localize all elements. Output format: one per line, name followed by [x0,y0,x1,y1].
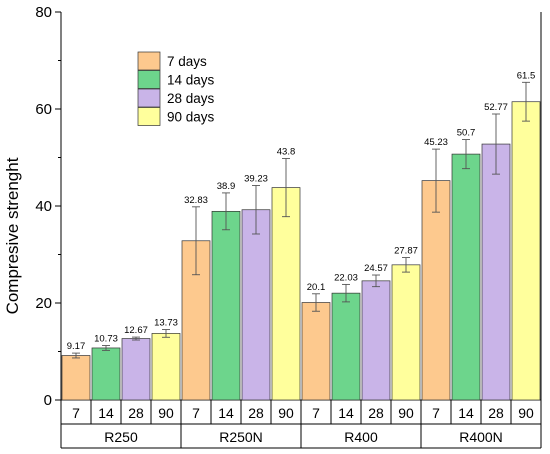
category-label: 14 [98,405,114,421]
bar [451,153,481,401]
bar [91,347,121,401]
bar [391,264,421,401]
bar [271,187,301,401]
legend-entry: 7 days [167,54,207,69]
bar [481,143,511,401]
bar [511,101,541,401]
data-label: 22.03 [334,272,358,283]
bar [421,180,451,401]
group-label: R250 [104,429,138,445]
category-label: 90 [518,405,534,421]
legend-swatch [137,70,161,89]
category-label: 90 [158,405,174,421]
category-label: 14 [458,405,474,421]
group-label: R400 [344,429,378,445]
category-label: 28 [248,405,264,421]
data-label: 24.57 [364,263,388,274]
bar [361,280,391,401]
bar [211,210,241,401]
y-axis-label: Compresive strenght [3,157,22,314]
bar [121,338,151,401]
data-label: 52.77 [484,102,508,113]
category-label: 14 [338,405,354,421]
plot-area: 0 20 40 60 80 R250 7 9.17 14 10.73 28 12.67 90 13.73 R… [35,4,542,449]
y-tick-label: 20 [35,295,52,312]
data-label: 10.73 [94,334,118,345]
category-label: 28 [368,405,384,421]
data-label: 61.5 [517,70,536,81]
data-label: 32.83 [184,195,208,206]
legend-swatch [137,88,161,108]
data-label: 27.87 [394,246,418,257]
data-label: 45.23 [424,137,448,148]
y-tick-label: 60 [35,101,52,118]
category-label: 28 [488,405,504,421]
bar [241,209,271,401]
data-label: 39.23 [244,173,268,184]
group-label: R250N [219,429,263,445]
y-tick-label: 80 [35,4,52,21]
legend-entry: 90 days [167,110,215,125]
data-label: 38.9 [217,181,236,192]
legend: 7 days 14 days 28 days 90 days [137,51,215,126]
legend-entry: 14 days [167,73,215,88]
data-label: 50.7 [457,128,476,139]
category-label: 14 [218,405,234,421]
legend-entry: 28 days [167,91,215,106]
y-tick-label: 40 [35,198,52,215]
data-label: 20.1 [307,282,326,293]
legend-swatch [137,51,161,71]
bar [331,292,361,401]
category-label: 7 [432,405,440,421]
category-label: 90 [398,405,414,421]
data-label: 12.67 [124,325,148,336]
category-label: 7 [312,405,320,421]
group-label: R400N [459,429,503,445]
bar [301,302,331,401]
bar [151,333,181,401]
data-label: 9.17 [67,341,86,352]
y-tick-label: 0 [44,392,52,409]
data-label: 13.73 [154,318,178,329]
legend-swatch [137,107,161,126]
category-label: 28 [128,405,144,421]
category-label: 7 [72,405,80,421]
bar [61,355,91,401]
data-label: 43.8 [277,146,296,157]
category-label: 7 [192,405,200,421]
category-label: 90 [278,405,294,421]
